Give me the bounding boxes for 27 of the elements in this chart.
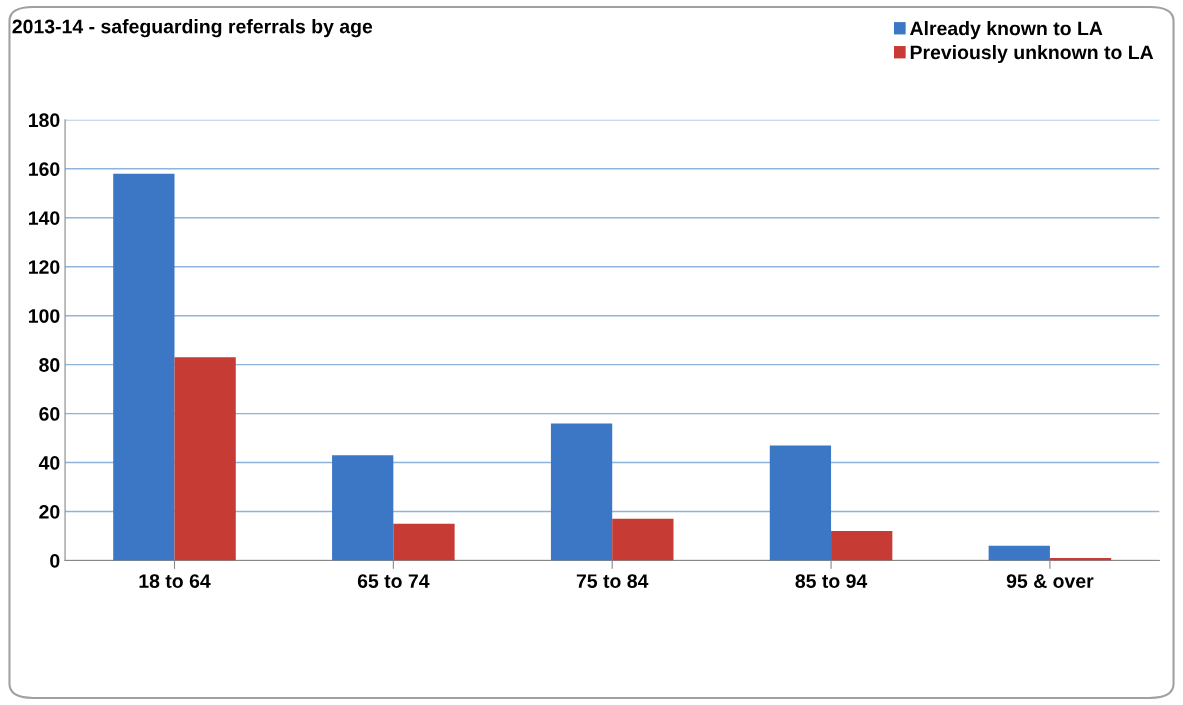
x-tick-label: 95 & over: [1006, 574, 1094, 588]
chart-title: 2013-14 - safeguarding referrals by age: [12, 19, 373, 38]
legend-label: Previously unknown to LA: [910, 44, 1154, 64]
bar: [988, 545, 1050, 561]
x-tick-label: 65 to 74: [357, 574, 430, 588]
y-tick-label: 180: [28, 113, 60, 128]
y-tick-label: 100: [28, 309, 60, 323]
y-tick-label: 80: [39, 358, 60, 372]
y-tick-label: 120: [28, 260, 60, 274]
bar: [174, 357, 236, 561]
bar: [113, 173, 175, 561]
bar: [831, 531, 893, 561]
bar: [612, 518, 674, 561]
x-tick-label: 85 to 94: [795, 574, 868, 588]
bar: [550, 423, 613, 561]
bar: [332, 455, 394, 561]
x-tick-label: 75 to 84: [576, 574, 649, 588]
bar: [769, 445, 832, 561]
y-tick-label: 60: [39, 407, 60, 421]
y-tick-label: 20: [39, 504, 60, 519]
y-tick-label: 0: [50, 553, 60, 568]
legend-label: Already known to LA: [910, 21, 1103, 40]
bar: [393, 523, 455, 561]
y-tick-label: 160: [28, 162, 60, 177]
y-tick-label: 140: [28, 211, 60, 225]
x-tick-label: 18 to 64: [139, 574, 211, 588]
y-tick-label: 40: [38, 456, 60, 470]
